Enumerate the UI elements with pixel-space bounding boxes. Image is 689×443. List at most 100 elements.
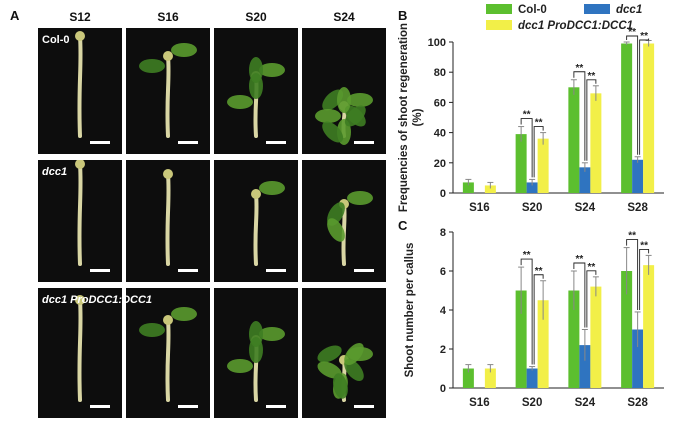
seedling-drawing — [227, 57, 285, 138]
bar — [621, 43, 633, 194]
leaf — [322, 121, 344, 143]
scale-bar — [266, 269, 286, 272]
leaf — [259, 63, 285, 77]
seedling-stem — [77, 34, 83, 138]
seedling-tip — [251, 189, 261, 199]
seedling-stem — [77, 298, 83, 402]
panel-b-letter: B — [398, 8, 408, 23]
scale-bar — [266, 141, 286, 144]
scale-bar — [354, 141, 374, 144]
legend-label: dcc1 — [616, 4, 642, 16]
col-header-s20: S20 — [245, 10, 267, 24]
y-tick-label: 0 — [440, 188, 446, 200]
bar — [462, 182, 474, 193]
leaf — [171, 43, 197, 57]
leaf — [227, 359, 253, 373]
significance-label: ** — [640, 31, 648, 42]
seedling-drawing — [75, 295, 85, 402]
scale-bar — [178, 405, 198, 408]
x-tick-label: S24 — [575, 202, 596, 214]
significance-label: ** — [575, 63, 583, 74]
seedling-tip — [75, 31, 85, 41]
seedling-photo — [214, 28, 298, 154]
leaf — [259, 327, 285, 341]
bar — [537, 138, 549, 193]
bar — [568, 87, 580, 193]
row-label-col0: Col-0 — [42, 34, 70, 46]
leaf — [344, 105, 366, 127]
seedling-drawing — [139, 43, 197, 138]
seedling-photo — [302, 160, 386, 282]
y-tick-label: 40 — [434, 128, 446, 140]
scale-bar — [178, 269, 198, 272]
leaf — [337, 87, 351, 113]
seedling-drawing — [163, 169, 173, 266]
seedling-photo — [38, 160, 122, 282]
seedling-drawing — [317, 342, 373, 402]
legend-swatch — [584, 4, 610, 14]
seedling-stem — [165, 172, 171, 266]
seedling-photo — [38, 28, 122, 154]
significance-bracket — [573, 71, 586, 161]
leaf — [249, 321, 263, 347]
bar — [643, 43, 655, 194]
seedling-drawing — [251, 181, 285, 266]
seedling-tip — [163, 51, 173, 61]
significance-label: ** — [628, 27, 636, 38]
row-label-complement: dcc1 ProDCC1:DCC1 — [42, 294, 153, 306]
significance-bracket — [533, 126, 544, 178]
scale-bar — [266, 405, 286, 408]
seedling-photo — [214, 160, 298, 282]
legend-label: Col-0 — [518, 4, 547, 16]
scale-bar — [354, 405, 374, 408]
seedling-drawing — [75, 31, 85, 138]
seedling-photo — [302, 288, 386, 418]
leaf — [227, 95, 253, 109]
seedling-photo — [126, 28, 210, 154]
seedling-drawing — [75, 160, 85, 266]
significance-label: ** — [535, 118, 543, 129]
significance-label: ** — [587, 71, 595, 82]
leaf — [317, 345, 342, 363]
seedling-tip — [163, 169, 173, 179]
bar — [515, 134, 527, 193]
seedling-drawing — [327, 191, 373, 266]
seedling-photo — [302, 28, 386, 154]
seedling-photo — [126, 288, 210, 418]
panel-c-letter: C — [398, 218, 408, 233]
col-header-s16: S16 — [157, 10, 179, 24]
leaf — [347, 93, 373, 107]
legend-swatch — [486, 20, 512, 30]
scale-bar — [90, 269, 110, 272]
leaf — [333, 373, 348, 399]
scale-bar — [90, 141, 110, 144]
x-tick-label: S28 — [627, 202, 648, 214]
significance-bracket — [520, 118, 533, 178]
col-header-s12: S12 — [69, 10, 91, 24]
seedling-photo — [214, 288, 298, 418]
bar — [579, 167, 591, 193]
y-axis-label: Frequencies of shoot regeneration — [398, 23, 410, 212]
bar — [484, 185, 496, 193]
leaf — [347, 191, 373, 205]
x-tick-label: S20 — [522, 202, 542, 214]
legend-label: dcc1 ProDCC1:DCC1 — [518, 20, 633, 32]
y-tick-label: 80 — [434, 67, 446, 79]
significance-bracket — [626, 35, 639, 155]
seedling-photo — [38, 288, 122, 418]
seedling-drawing — [227, 321, 285, 402]
leaf — [139, 323, 165, 337]
bar — [526, 182, 538, 193]
leaf — [171, 307, 197, 321]
scale-bar — [90, 405, 110, 408]
seedling-tip — [75, 160, 85, 169]
leaf — [259, 181, 285, 195]
leaf — [327, 218, 345, 242]
leaf — [315, 109, 341, 123]
y-tick-label: 100 — [428, 37, 446, 49]
col-header-s24: S24 — [333, 10, 355, 24]
significance-bracket — [586, 79, 597, 161]
leaf — [139, 59, 165, 73]
leaf — [249, 57, 263, 83]
